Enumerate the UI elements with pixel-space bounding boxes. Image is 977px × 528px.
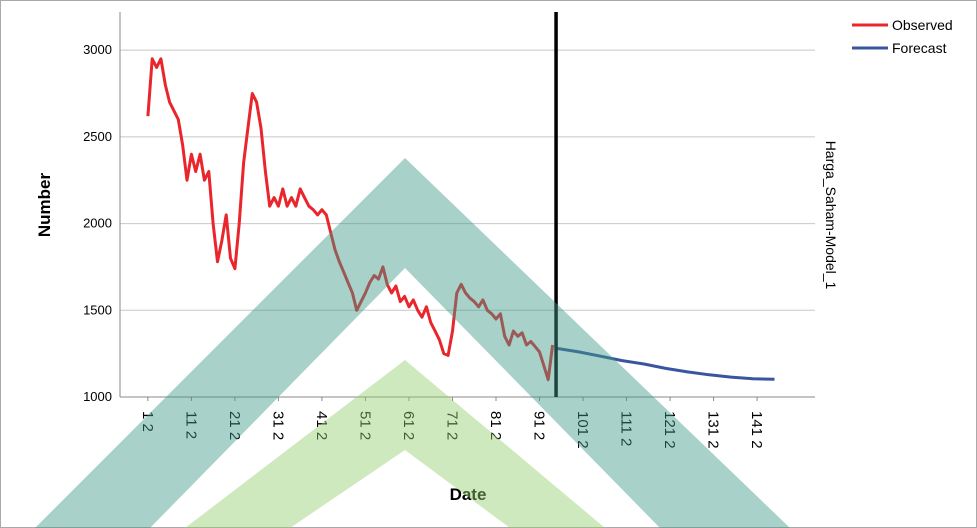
- x-tick-label: 71 2: [443, 411, 460, 440]
- series-line: [146, 57, 555, 382]
- x-tick-label: 121 2: [661, 411, 678, 449]
- x-tick-label: 131 2: [705, 411, 722, 449]
- legend-label: Observed: [892, 17, 953, 33]
- x-tick-label: 91 2: [531, 411, 548, 440]
- watermark: [35, 158, 790, 528]
- y-tick-label: 2500: [83, 129, 112, 144]
- watermark-green: [185, 360, 605, 528]
- legend-label: Forecast: [892, 40, 947, 56]
- x-tick-label: 31 2: [269, 411, 286, 440]
- x-tick-label: 21 2: [226, 411, 243, 440]
- y-axis-title: Number: [35, 173, 54, 238]
- plot-area: 1000 1500 2000 2500 3000 1 2 11 2 21 2 31 2 41 2 5…: [83, 12, 815, 449]
- x-tick-label: 111 2: [618, 411, 635, 446]
- x-tick-label: 101 2: [574, 411, 591, 449]
- x-tick-label: 81 2: [487, 411, 504, 440]
- x-axis-title: Date: [450, 485, 487, 504]
- x-tick-label: 61 2: [400, 411, 417, 440]
- legend: Observed Forecast: [852, 17, 953, 56]
- y-tick-label: 3000: [83, 42, 112, 57]
- y-tick-label: 1000: [83, 389, 112, 404]
- side-label: Harga_Saham-Model_1: [823, 141, 839, 290]
- x-tick-label: 11 2: [182, 411, 199, 439]
- x-tick-label: 141 2: [748, 411, 765, 449]
- x-tick-label: 1 2: [139, 411, 156, 432]
- x-tick-label: 41 2: [313, 411, 330, 440]
- y-tick-label: 1500: [83, 302, 112, 317]
- y-tick-label: 2000: [83, 216, 112, 231]
- series-line: [556, 346, 775, 381]
- x-tick-label: 51 2: [356, 411, 373, 440]
- watermark-teal: [35, 158, 790, 528]
